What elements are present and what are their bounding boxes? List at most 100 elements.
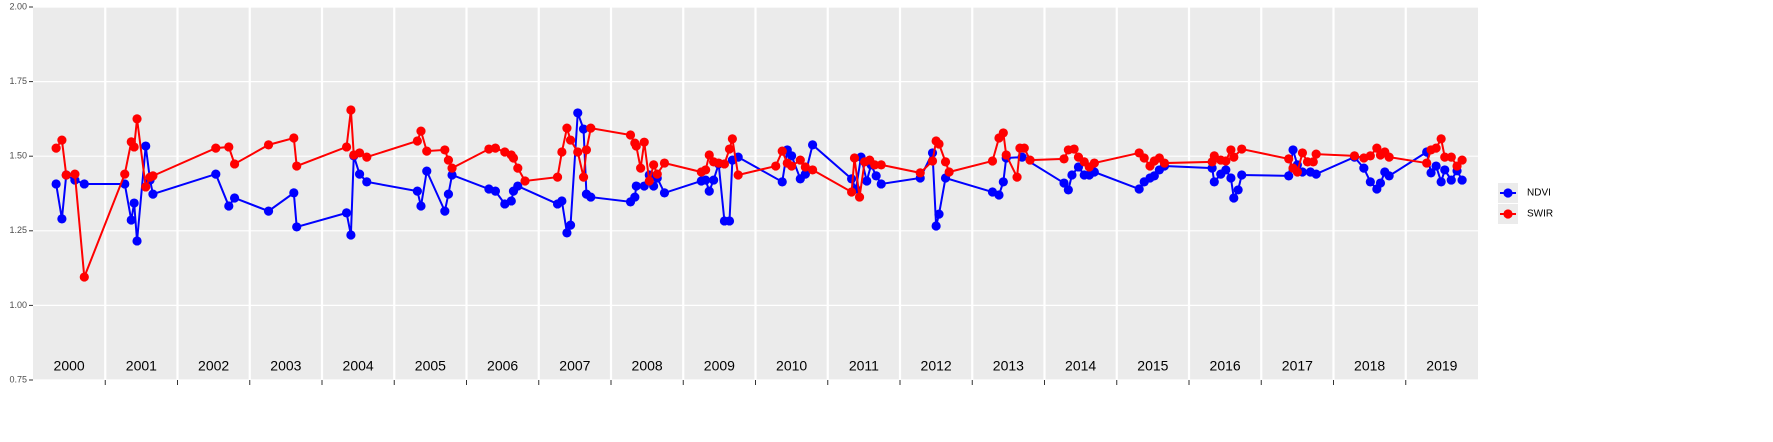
data-point bbox=[490, 186, 500, 196]
data-point bbox=[341, 142, 352, 152]
data-point bbox=[870, 160, 880, 170]
y-tick-label: 1.75 bbox=[9, 76, 27, 86]
data-point bbox=[354, 148, 365, 158]
data-point bbox=[57, 135, 67, 145]
data-point bbox=[1297, 148, 1308, 158]
data-point bbox=[1001, 150, 1011, 160]
year-label: 2019 bbox=[1426, 358, 1457, 374]
data-point bbox=[513, 163, 523, 173]
data-point bbox=[1221, 165, 1231, 175]
legend-label: NDVI bbox=[1527, 188, 1551, 199]
data-point bbox=[346, 105, 356, 115]
data-point bbox=[292, 222, 302, 232]
data-point bbox=[1226, 145, 1236, 155]
data-point bbox=[708, 175, 719, 185]
data-point bbox=[224, 142, 234, 152]
data-point bbox=[1375, 178, 1386, 188]
data-point bbox=[447, 170, 457, 180]
data-point bbox=[51, 179, 61, 189]
data-point bbox=[846, 187, 857, 197]
data-point bbox=[704, 150, 714, 160]
year-label: 2017 bbox=[1282, 358, 1313, 374]
data-point bbox=[807, 140, 818, 150]
data-point bbox=[1209, 151, 1219, 161]
data-point bbox=[1139, 153, 1149, 163]
data-point bbox=[998, 177, 1008, 187]
data-point bbox=[871, 171, 881, 181]
data-point bbox=[649, 160, 659, 170]
data-point bbox=[562, 123, 572, 133]
data-point bbox=[490, 143, 500, 153]
data-point bbox=[998, 128, 1008, 138]
data-point bbox=[1069, 144, 1079, 154]
data-point bbox=[1384, 171, 1394, 181]
data-point bbox=[994, 190, 1004, 200]
data-point bbox=[440, 206, 450, 216]
data-point bbox=[51, 143, 61, 153]
data-point bbox=[578, 124, 589, 134]
y-tick-label: 1.00 bbox=[9, 300, 27, 310]
data-point bbox=[1436, 134, 1446, 144]
data-point bbox=[1349, 151, 1360, 161]
data-point bbox=[1288, 145, 1298, 155]
data-point bbox=[443, 155, 454, 165]
data-point bbox=[704, 186, 714, 196]
legend-label: SWIR bbox=[1527, 209, 1553, 220]
data-point bbox=[443, 189, 454, 199]
data-point bbox=[513, 181, 523, 191]
y-tick-label: 2.00 bbox=[9, 1, 27, 11]
data-point bbox=[586, 192, 596, 202]
data-point bbox=[1221, 156, 1231, 166]
data-point bbox=[578, 172, 589, 182]
data-point bbox=[1431, 143, 1441, 153]
data-point bbox=[1209, 177, 1219, 187]
data-point bbox=[795, 155, 805, 165]
data-point bbox=[422, 166, 432, 176]
data-point bbox=[1229, 193, 1239, 203]
data-point bbox=[57, 214, 67, 224]
data-point bbox=[1059, 154, 1069, 164]
data-point bbox=[701, 175, 711, 185]
data-point bbox=[876, 179, 886, 189]
data-point bbox=[292, 161, 302, 171]
year-label: 2003 bbox=[270, 358, 301, 374]
data-point bbox=[807, 165, 818, 175]
data-point bbox=[412, 136, 422, 146]
data-point bbox=[777, 146, 787, 156]
data-point bbox=[1025, 155, 1035, 165]
data-point bbox=[724, 144, 735, 154]
data-point bbox=[1457, 155, 1467, 165]
data-point bbox=[724, 216, 735, 226]
data-point bbox=[211, 169, 221, 179]
data-point bbox=[289, 188, 299, 198]
data-point bbox=[934, 209, 944, 219]
year-label: 2013 bbox=[993, 358, 1024, 374]
data-point bbox=[777, 177, 787, 187]
data-point bbox=[1134, 184, 1144, 194]
data-point bbox=[412, 186, 422, 196]
year-label: 2008 bbox=[632, 358, 663, 374]
data-point bbox=[940, 157, 951, 167]
data-point bbox=[506, 196, 516, 206]
data-point bbox=[659, 158, 670, 168]
data-point bbox=[639, 137, 649, 147]
year-label: 2009 bbox=[704, 358, 735, 374]
data-point bbox=[416, 201, 426, 211]
data-point bbox=[508, 153, 519, 163]
data-point bbox=[1159, 158, 1170, 168]
data-point bbox=[631, 181, 641, 191]
data-point bbox=[263, 140, 274, 150]
data-point bbox=[701, 165, 711, 175]
data-point bbox=[1063, 185, 1073, 195]
data-point bbox=[416, 126, 426, 136]
year-label: 2011 bbox=[849, 358, 879, 374]
data-point bbox=[1284, 154, 1294, 164]
year-label: 2007 bbox=[559, 358, 590, 374]
data-point bbox=[1229, 152, 1239, 162]
data-point bbox=[1059, 178, 1069, 188]
data-point bbox=[630, 192, 640, 202]
year-label: 2015 bbox=[1137, 358, 1168, 374]
data-point bbox=[126, 215, 136, 225]
data-point bbox=[719, 159, 730, 169]
